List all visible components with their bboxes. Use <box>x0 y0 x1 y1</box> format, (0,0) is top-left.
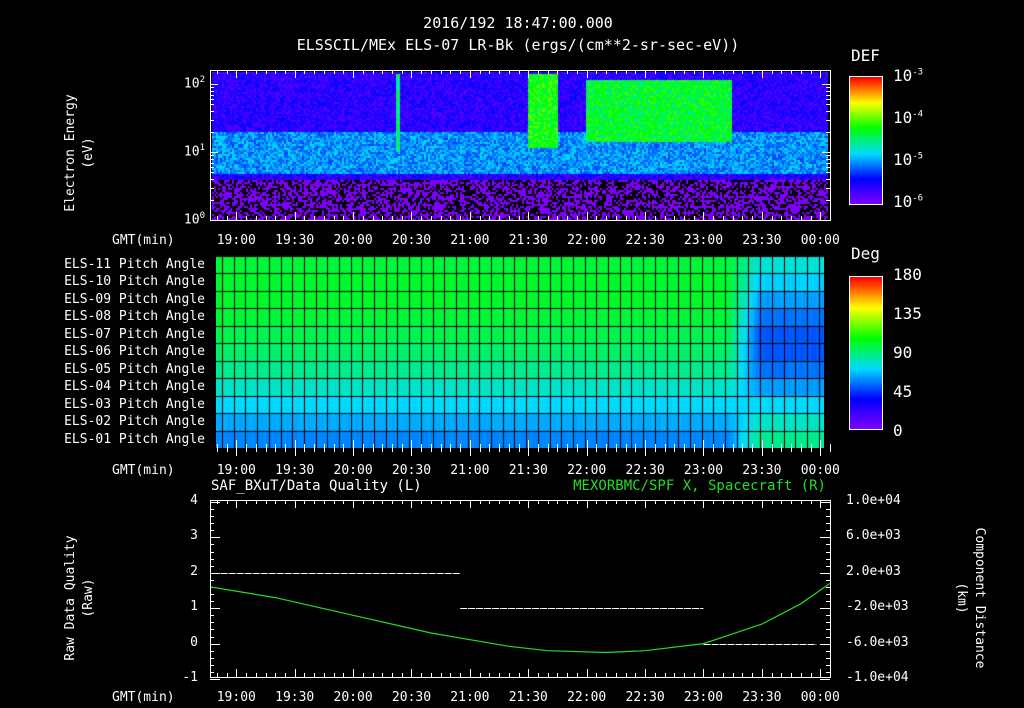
colorbar-label-deg: Deg <box>851 244 880 263</box>
right-series-title: MEXORBMC/SPF X, Spacecraft (R) <box>573 478 826 494</box>
time-tick-label: 20:00 <box>333 690 373 705</box>
time-axis-label: GMT(min) <box>112 463 175 478</box>
time-tick-label: 19:30 <box>275 233 315 248</box>
pitch-angle-row-label: ELS-08 Pitch Angle <box>64 309 205 325</box>
time-tick-label: 19:00 <box>216 463 256 478</box>
time-tick-label: 21:00 <box>450 690 490 705</box>
energy-tick-label: 100 <box>183 211 205 228</box>
pitch-angle-row-label: ELS-10 Pitch Angle <box>64 274 205 290</box>
time-axis-label: GMT(min) <box>112 690 175 705</box>
right-tick-label: 1.0e+04 <box>846 493 901 508</box>
pitch-angle-row-label: ELS-11 Pitch Angle <box>64 257 205 272</box>
right-tick-label: -2.0e+03 <box>846 599 909 615</box>
time-tick-label: 21:30 <box>508 463 548 478</box>
time-tick-label: 21:30 <box>508 690 548 705</box>
pitch-angle-row-label: ELS-01 Pitch Angle <box>64 431 205 447</box>
time-tick-label: 20:30 <box>391 463 432 478</box>
left-tick-label: 1 <box>190 599 198 615</box>
deg-colorbar-tick: 90 <box>893 343 913 362</box>
time-tick-label: 22:00 <box>567 233 607 248</box>
time-tick-label: 21:00 <box>450 463 490 478</box>
time-tick-label: 22:30 <box>625 233 665 248</box>
time-tick-label: 22:00 <box>567 463 607 478</box>
deg-colorbar-tick: 45 <box>893 382 913 401</box>
spacecraft-x-line <box>210 582 831 654</box>
deg-colorbar <box>850 277 882 429</box>
time-tick-label: 21:30 <box>508 233 548 248</box>
time-tick-label: 19:00 <box>216 233 256 248</box>
time-tick-label: 00:00 <box>800 463 840 478</box>
spectrogram-frame <box>210 70 831 221</box>
right-tick-label: -6.0e+03 <box>846 634 909 650</box>
deg-colorbar-tick: 180 <box>893 265 922 284</box>
time-tick-label: 22:00 <box>567 690 607 705</box>
time-tick-label: 22:30 <box>625 690 665 705</box>
time-tick-label: 23:00 <box>683 463 724 478</box>
def-colorbar-tick: 10-3 <box>893 66 924 85</box>
pitch-angle-row-label: ELS-02 Pitch Angle <box>64 414 205 430</box>
time-tick-label: 22:30 <box>625 463 665 478</box>
def-colorbar-frame <box>849 76 883 205</box>
pitch-angle-heatmap <box>216 256 824 448</box>
deg-colorbar-tick: 135 <box>893 304 922 323</box>
energy-tick-label: 102 <box>183 74 205 92</box>
colorbar-label-def: DEF <box>851 46 880 65</box>
right-tick-label: -1.0e+04 <box>846 670 909 685</box>
deg-colorbar-tick: 0 <box>893 421 903 440</box>
time-tick-label: 19:00 <box>216 690 256 705</box>
def-colorbar <box>850 77 882 204</box>
energy-tick-label: 101 <box>183 142 205 160</box>
pitch-angle-row-label: ELS-03 Pitch Angle <box>64 396 205 412</box>
time-tick-label: 23:30 <box>742 463 782 478</box>
spectrogram-title: ELSSCIL/MEx ELS-07 LR-Bk (ergs/(cm**2-sr… <box>296 36 740 54</box>
time-axis-label: GMT(min) <box>112 233 175 248</box>
right-tick-label: 2.0e+03 <box>846 563 901 579</box>
time-tick-label: 20:30 <box>391 690 432 705</box>
line-plot-frame <box>210 500 831 678</box>
pitch-angle-row-label: ELS-07 Pitch Angle <box>64 326 205 342</box>
time-tick-label: 23:30 <box>742 690 782 705</box>
time-tick-label: 00:00 <box>800 233 840 248</box>
time-tick-label: 23:30 <box>742 233 782 248</box>
time-tick-label: 20:00 <box>333 463 373 478</box>
time-tick-label: 19:30 <box>275 690 315 705</box>
left-tick-label: 0 <box>190 634 198 650</box>
deg-colorbar-frame <box>849 276 883 430</box>
left-tick-label: 2 <box>190 563 198 579</box>
time-tick-label: 00:00 <box>800 690 840 705</box>
left-tick-label: -1 <box>182 670 198 685</box>
left-tick-label: 4 <box>190 493 198 508</box>
time-tick-label: 23:00 <box>683 690 724 705</box>
left-series-title: SAF_BXuT/Data Quality (L) <box>211 478 422 494</box>
time-tick-label: 20:30 <box>391 233 432 248</box>
def-colorbar-tick: 10-4 <box>893 108 924 127</box>
timestamp-title: 2016/192 18:47:00.000 <box>423 14 613 32</box>
pitch-angle-row-label: ELS-09 Pitch Angle <box>64 291 205 307</box>
pitch-angle-row-label: ELS-06 Pitch Angle <box>64 344 205 360</box>
def-colorbar-tick: 10-5 <box>893 150 924 169</box>
time-tick-label: 23:00 <box>683 233 724 248</box>
left-tick-label: 3 <box>190 528 198 544</box>
pitch-angle-row-label: ELS-05 Pitch Angle <box>64 361 205 377</box>
time-tick-label: 21:00 <box>450 233 490 248</box>
time-tick-label: 20:00 <box>333 233 373 248</box>
time-tick-label: 19:30 <box>275 463 315 478</box>
energy-spectrogram <box>212 72 828 220</box>
pitch-angle-row-label: ELS-04 Pitch Angle <box>64 379 205 395</box>
def-colorbar-tick: 10-6 <box>893 192 924 211</box>
right-tick-label: 6.0e+03 <box>846 528 901 544</box>
